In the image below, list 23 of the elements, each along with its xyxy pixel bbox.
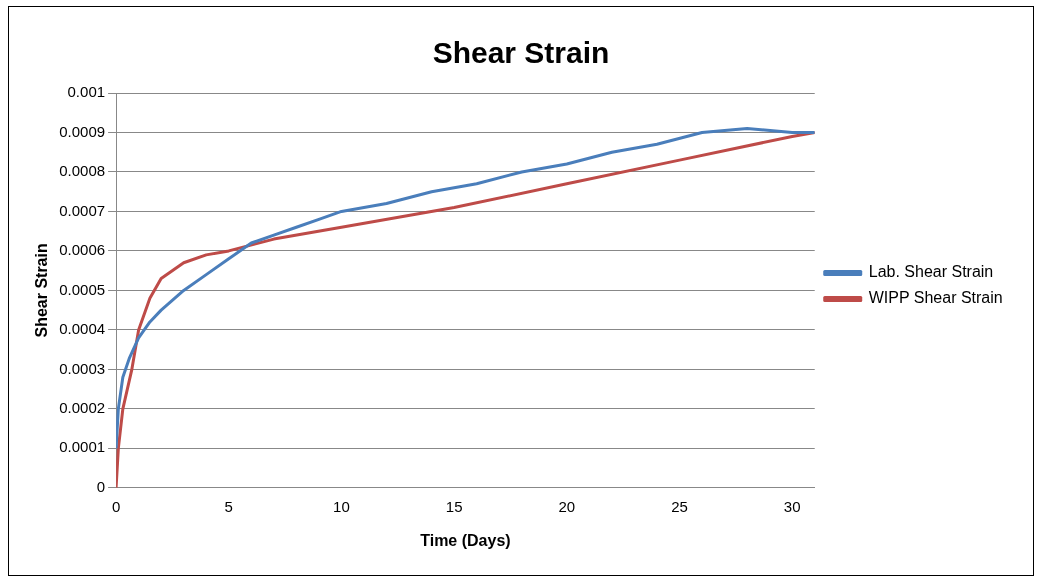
x-tick-label: 30 xyxy=(783,497,801,515)
chart-title: Shear Strain xyxy=(432,36,610,70)
legend-label: WIPP Shear Strain xyxy=(868,289,1003,307)
x-tick-label: 10 xyxy=(333,497,350,515)
x-tick-label: 0 xyxy=(111,497,121,515)
x-tick-label: 20 xyxy=(558,497,576,515)
x-tick-label: 15 xyxy=(445,497,463,515)
x-axis-title: Time (Days) xyxy=(420,531,511,549)
y-tick-label: 0.0008 xyxy=(59,162,106,180)
y-tick-label: 0.001 xyxy=(67,83,106,101)
y-tick-label: 0.0003 xyxy=(59,359,106,377)
y-axis-title: Shear Strain xyxy=(33,243,51,338)
y-tick-label: 0.0009 xyxy=(59,122,106,140)
y-tick-label: 0.0007 xyxy=(59,201,106,219)
y-tick-label: 0.0001 xyxy=(59,438,106,456)
y-tick-label: 0.0005 xyxy=(59,280,106,298)
y-tick-label: 0 xyxy=(96,477,106,495)
x-tick-label: 5 xyxy=(224,497,233,515)
y-tick-label: 0.0006 xyxy=(59,241,106,259)
legend-label: Lab. Shear Strain xyxy=(868,263,994,281)
x-tick-label: 25 xyxy=(671,497,688,515)
y-tick-label: 0.0002 xyxy=(59,398,106,416)
y-tick-label: 0.0004 xyxy=(59,320,106,338)
